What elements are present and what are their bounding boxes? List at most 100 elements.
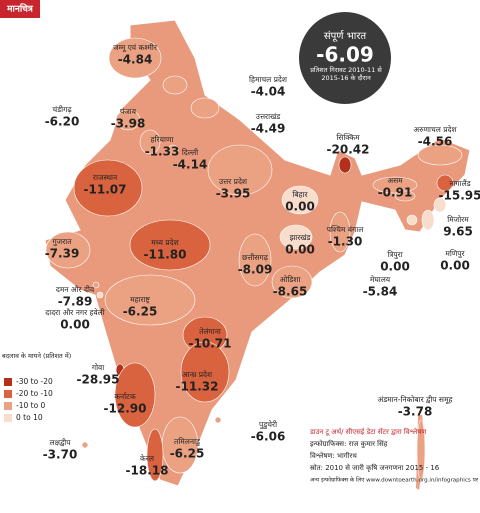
region-name: केरल [140, 454, 155, 463]
region-name: पश्चिम बंगाल [327, 225, 364, 234]
credit-line: डाउन टू अर्थ/ सीएसई डेटा सेंटर द्वारा वि… [309, 427, 427, 436]
legend-title-box: बदलाव के मायने (प्रतिशत में) [2, 352, 72, 360]
region [92, 281, 100, 289]
region-value: -12.90 [104, 402, 147, 416]
region [436, 174, 454, 192]
region [417, 144, 463, 166]
summary-value: -6.09 [316, 43, 374, 67]
region [108, 37, 162, 79]
region-value: -11.80 [144, 248, 187, 262]
region [115, 109, 141, 131]
region-value: 0.00 [285, 243, 315, 257]
region [271, 265, 313, 299]
region-value: -4.56 [418, 135, 453, 149]
region-name: अरुणाचल प्रदेश [413, 125, 457, 134]
region-name: छत्तीसगढ़ [242, 253, 269, 262]
region-name: असम [387, 176, 403, 185]
summary-circle [299, 12, 391, 104]
region-name: कर्नाटक [114, 392, 136, 401]
credit-line: अन्य इन्फोग्राफिक्स के लिए www.downtoear… [310, 476, 480, 484]
region-value: -6.25 [170, 447, 205, 461]
region-value: -6.06 [251, 430, 286, 444]
credits: डाउन टू अर्थ/ सीएसई डेटा सेंटर द्वारा वि… [309, 427, 480, 484]
region [167, 144, 179, 156]
region-value: -1.33 [145, 145, 180, 159]
region-value: -3.70 [43, 448, 78, 462]
region-value: -3.95 [216, 187, 251, 201]
legend-swatch [4, 378, 12, 386]
region-name: झारखंड [290, 233, 312, 242]
legend-label: -10 to 0 [16, 401, 46, 410]
region [180, 341, 230, 403]
region [129, 219, 211, 271]
region [104, 274, 196, 326]
region-value: 9.65 [443, 225, 473, 239]
region-name: तमिलनाडु [174, 437, 201, 447]
region [416, 419, 426, 481]
region-value: -3.98 [111, 117, 146, 131]
region [338, 156, 352, 174]
regions: जम्मू एवं कश्मीर-4.84 हिमाचल प्रदेश-4.04 च… [43, 37, 480, 482]
legend: -30 to -20 -20 to -10 -10 to 0 0 to 10 [4, 377, 53, 422]
region [329, 211, 351, 253]
legend-label: -30 to -20 [16, 377, 53, 386]
summary-title: संपूर्ण भारत [324, 30, 367, 42]
region-name: सिक्किम [336, 133, 360, 142]
region-name: मेघालय [370, 275, 391, 284]
region [162, 75, 188, 95]
region [96, 291, 104, 299]
region-name: त्रिपुरा [387, 250, 403, 260]
summary-caption: प्रतिशत गिरावट 2010-11 से 2015-16 के दौर… [310, 66, 382, 82]
region-value: -7.89 [58, 295, 93, 309]
region [214, 416, 222, 424]
region [139, 129, 161, 155]
region-name: नागालैंड [449, 179, 471, 188]
region-name: जम्मू एवं कश्मीर [113, 43, 158, 53]
region [238, 233, 272, 287]
legend-swatch [4, 414, 12, 422]
region-name: गुजरात [52, 237, 72, 247]
region-value: -7.39 [45, 247, 80, 261]
region-name: चंडीगढ़ [52, 105, 72, 114]
region-value: -4.49 [251, 122, 286, 136]
region-name: तेलंगाना [199, 327, 222, 336]
region-name: मिजोरम [447, 215, 469, 224]
region-name: दादरा और नगर हवेली [45, 308, 105, 317]
region [421, 209, 435, 231]
region-name: मणिपुर [445, 249, 465, 259]
region-value: -15.95 [439, 189, 480, 203]
region-value: -11.07 [84, 183, 127, 197]
region-value: -11.32 [176, 380, 219, 394]
region-name: ओडिशा [280, 275, 302, 284]
region-value: -18.18 [126, 464, 169, 478]
region [146, 428, 164, 482]
region-name: गोवा [92, 363, 105, 372]
region-name: पंजाब [120, 107, 137, 116]
region [281, 185, 319, 215]
legend-swatch [4, 402, 12, 410]
legend-title: बदलाव के मायने (प्रतिशत में) [2, 352, 72, 360]
region-name: उत्तर प्रदेश [219, 177, 248, 186]
logo-box [0, 0, 40, 18]
region [406, 214, 418, 226]
region-name: बिहार [292, 190, 308, 199]
region-value: -6.25 [123, 305, 158, 319]
region [279, 224, 313, 250]
region [394, 190, 416, 202]
region [81, 441, 89, 449]
region [433, 197, 447, 213]
region [45, 231, 91, 269]
credit-line: विश्लेषण: भागीरथ [310, 451, 357, 460]
region-value: -4.04 [251, 85, 286, 99]
region-name: हिमाचल प्रदेश [249, 75, 288, 84]
region-name: पुडुचेरी [259, 420, 278, 430]
region-value: 0.00 [440, 259, 470, 273]
legend-label: -20 to -10 [16, 389, 53, 398]
region-name: मध्य प्रदेश [151, 238, 179, 247]
region-value: -20.42 [327, 143, 370, 157]
region-value: 0.00 [60, 318, 90, 332]
region [372, 176, 418, 194]
legend-swatch [4, 390, 12, 398]
region-value: 0.00 [380, 260, 410, 274]
